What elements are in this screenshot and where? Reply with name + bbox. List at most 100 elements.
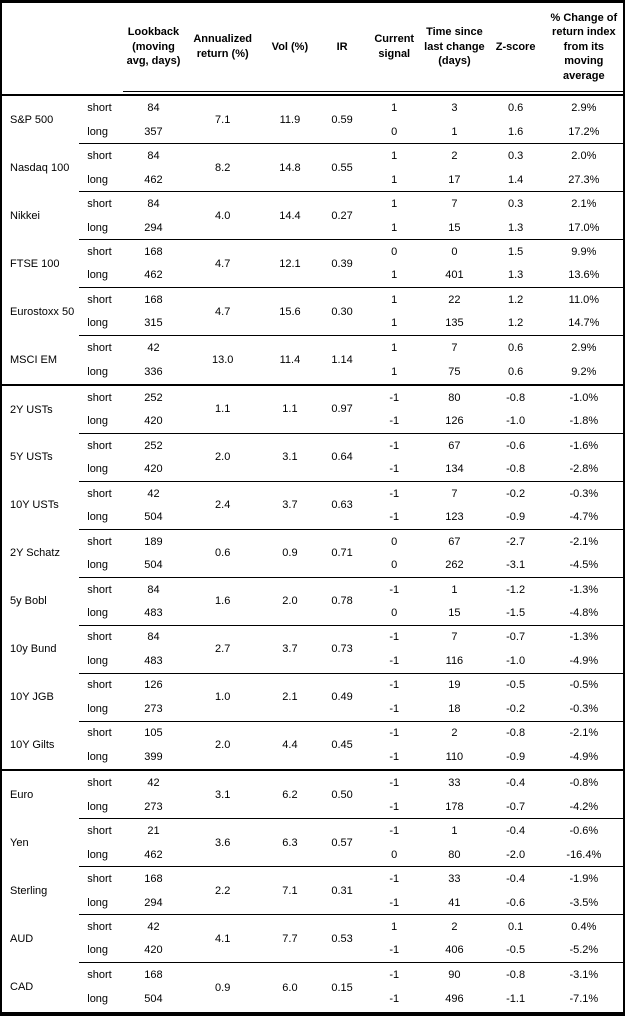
current-signal-value: -1 [389,993,400,1006]
time-since-change-value: 1 [451,125,458,138]
header-ir: IR [318,1,367,92]
zscore-value: -1.1 [506,993,526,1006]
current-signal-value: -1 [366,866,423,891]
lookback-value: 504 [144,511,163,524]
pct-change-value: -3.5% [569,896,599,909]
header-asset-blank [1,2,79,92]
time-since-change-value: 496 [445,993,464,1006]
asset-name: Nasdaq 100 [10,161,70,174]
time-since-change-value: 15 [448,221,461,234]
asset-name: 10Y JGB [10,691,54,704]
current-signal-value: -1 [366,624,423,650]
time-since-change-value: 41 [448,896,461,909]
term-label: long [87,317,109,330]
header-time-since-change: Time since last change (days) [422,1,487,92]
zscore-value: -0.4 [486,866,545,891]
lookback-value: 357 [144,125,163,138]
pct-change-value: -0.5% [544,672,624,698]
zscore-value: -0.7 [506,800,526,813]
time-since-change-value: 18 [448,702,461,715]
zscore-value: 1.4 [507,173,524,186]
ir-value: 0.39 [318,239,367,288]
zscore-value: -0.9 [506,511,526,524]
pct-change-value: -4.7% [569,511,599,524]
time-since-change-value: 22 [422,287,487,312]
asset-row-euro-short: Euro short 42 3.1 6.2 0.50 -1 33 -0.4 -0.8% [1,769,624,819]
annualized-return-value: 4.0 [183,191,262,240]
lookback-value: 462 [144,848,163,861]
term-label: short [87,101,112,114]
lookback-value: 504 [144,559,163,572]
lookback-value: 504 [144,993,163,1006]
asset-row-msci-em-short: MSCI EM short 42 13.0 11.4 1.14 1 7 0.6 2.9% [1,335,624,385]
asset-row-cad-short: CAD short 168 0.9 6.0 0.15 -1 90 -0.8 -3.1% [1,962,624,1014]
header-row: Lookback (moving avg, days) Annualized r… [1,1,624,92]
term-label: short [79,432,124,458]
pct-change-value: -3.1% [544,962,624,987]
term-label: long [87,702,109,715]
zscore-value: -1.0 [506,654,526,667]
lookback-value: 84 [147,101,160,114]
ir-value: 1.14 [318,335,367,385]
pct-change-value: -1.9% [544,866,624,891]
annualized-return-value: 2.7 [183,624,262,674]
zscore-value: 1.5 [486,239,545,264]
vol-value: 6.2 [261,769,318,819]
ir-value: 0.63 [318,480,367,530]
pct-change-value: -4.5% [569,559,599,572]
term-label: short [79,672,124,698]
current-signal-value: -1 [389,511,400,524]
time-since-change-value: 80 [448,848,461,861]
time-since-change-value: 1 [422,576,487,602]
current-signal-value: 1 [366,191,423,216]
asset-name: Eurostoxx 50 [10,305,75,318]
table-body: S&P 500 short 84 7.1 11.9 0.59 1 3 0.6 2.9% long 35… [1,95,624,1014]
pct-change-value: -0.8% [544,769,624,795]
current-signal-value: -1 [366,672,423,698]
time-since-change-value: 123 [445,511,464,524]
asset-name: S&P 500 [10,113,54,126]
asset-row-ftse-100-long: long 462 1 401 1.3 13.6% [1,264,624,288]
asset-row-10y-jgb-short: 10Y JGB short 126 1.0 2.1 0.49 -1 19 -0.5 -0.5% [1,672,624,722]
vol-value: 15.6 [261,287,318,336]
pct-change-value: -0.6% [544,818,624,843]
lookback-value: 168 [123,962,184,987]
ir-value: 0.71 [318,528,367,578]
ir-value: 0.78 [318,576,367,626]
lookback-value: 21 [123,818,184,843]
vol-value: 3.1 [261,432,318,482]
term-label: long [87,269,109,282]
ir-value: 0.59 [331,113,353,126]
pct-change-value: 27.3% [568,173,600,186]
lookback-value: 315 [144,317,163,330]
ir-value: 0.50 [318,769,367,819]
lookback-value: 420 [144,463,163,476]
pct-change-value: -0.3% [544,480,624,506]
term-label: long [87,993,109,1006]
asset-name: 5y Bobl [10,595,47,608]
pct-change-value: -7.1% [569,993,599,1006]
lookback-value: 105 [123,720,184,746]
term-label: long [87,125,109,138]
asset-row-10y-jgb-long: long 273 -1 18 -0.2 -0.3% [1,697,624,721]
zscore-value: -0.4 [486,818,545,843]
vol-value: 2.0 [261,576,318,626]
zscore-value: -0.4 [486,769,545,795]
vol-value: 0.9 [261,528,318,578]
ir-value: 0.45 [318,720,367,770]
asset-name: 5Y USTs [10,451,53,464]
zscore-value: -0.8 [486,720,545,746]
asset-name: AUD [10,932,34,945]
asset-row-5y-bobl-long: long 483 0 15 -1.5 -4.8% [1,601,624,625]
header-annualized-return: Annualized return (%) [183,1,262,92]
vol-value: 11.9 [279,113,301,126]
lookback-value: 294 [144,221,163,234]
term-label: short [79,914,124,939]
pct-change-value: -1.0% [544,383,624,410]
term-label: short [79,576,124,602]
asset-row-2y-schatz-long: long 504 0 262 -3.1 -4.5% [1,553,624,577]
zscore-value: 1.2 [486,287,545,312]
current-signal-value: -1 [366,576,423,602]
